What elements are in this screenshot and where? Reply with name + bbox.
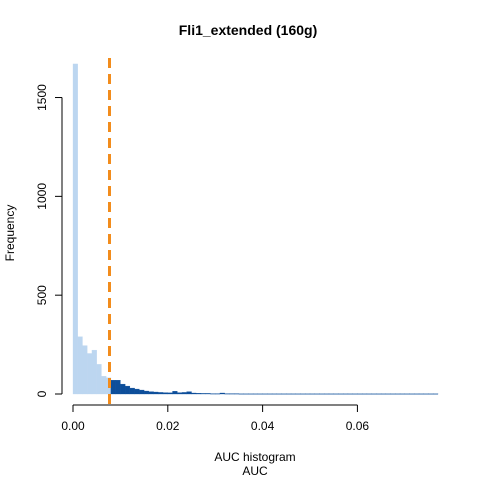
histogram-bar <box>219 392 225 395</box>
histogram-bar <box>252 393 259 395</box>
histogram-bar <box>234 393 240 395</box>
x-axis: 0.00 0.02 0.04 0.06 <box>61 404 370 433</box>
histogram-bar <box>148 391 154 395</box>
histogram-bar <box>167 392 173 395</box>
histogram-bar <box>110 380 116 395</box>
histogram-bar <box>177 392 183 395</box>
x-axis-sublabel: AUC histogram <box>214 450 295 464</box>
histogram-bar <box>357 393 363 395</box>
x-axis-label: AUC <box>242 464 268 478</box>
histogram-bar <box>267 393 273 395</box>
histogram-bar <box>352 393 358 395</box>
chart-title: Fli1_extended (160g) <box>179 22 318 38</box>
x-tick-label: 0.04 <box>251 419 275 433</box>
histogram-bar <box>371 393 377 395</box>
histogram-bar <box>276 393 282 395</box>
x-tick-label: 0.00 <box>61 419 85 433</box>
y-axis: 0 500 1000 1500 <box>35 84 63 397</box>
histogram-bar <box>399 393 405 395</box>
histogram-bar <box>286 393 292 395</box>
histogram-bar <box>158 392 164 395</box>
histogram-bar <box>290 393 296 395</box>
histogram-bar <box>319 393 325 395</box>
histogram-bar <box>385 393 391 395</box>
histogram-bar <box>423 393 429 395</box>
histogram-bar <box>324 393 330 395</box>
histogram-bar <box>210 393 216 395</box>
histogram-bar <box>91 349 97 395</box>
histogram-bar <box>376 393 382 395</box>
histogram-bar <box>433 393 439 395</box>
histogram-bar <box>380 393 387 395</box>
histogram-bar <box>82 345 88 395</box>
x-tick-label: 0.06 <box>346 419 370 433</box>
histogram-bar <box>101 376 107 395</box>
y-tick-label: 1000 <box>35 183 49 210</box>
histogram-bar <box>162 392 168 395</box>
histogram-bar <box>404 393 410 395</box>
histogram-bars <box>72 63 439 395</box>
histogram-bar <box>271 393 277 395</box>
y-tick-label: 0 <box>35 390 49 397</box>
histogram-bar <box>129 387 135 395</box>
histogram-bar <box>409 393 415 395</box>
histogram-bar <box>181 392 187 395</box>
histogram-bar <box>172 391 178 395</box>
histogram-bar <box>295 393 301 395</box>
histogram-bar <box>120 383 126 395</box>
y-tick-label: 500 <box>35 285 49 305</box>
histogram-bar <box>248 393 254 395</box>
histogram-bar <box>262 393 268 395</box>
histogram-bar <box>96 364 102 395</box>
histogram-bar <box>305 393 311 395</box>
histogram-bar <box>153 391 159 395</box>
y-tick-label: 1500 <box>35 84 49 111</box>
histogram-bar <box>134 388 140 395</box>
histogram-bar <box>314 393 320 395</box>
histogram-bar <box>191 392 197 395</box>
histogram-bar <box>362 393 368 395</box>
y-axis-label: Frequency <box>3 205 17 262</box>
histogram-bar <box>281 393 287 395</box>
histogram-bar <box>338 393 344 395</box>
histogram-bar <box>205 393 211 395</box>
histogram-bar <box>333 393 339 395</box>
histogram-bar <box>390 393 396 395</box>
histogram-bar <box>77 336 83 395</box>
histogram-bar <box>124 385 131 395</box>
histogram-bar <box>200 393 206 395</box>
histogram-bar <box>238 393 244 395</box>
histogram-bar <box>347 393 353 395</box>
histogram-bar <box>229 393 235 395</box>
histogram-bar <box>414 393 420 395</box>
histogram-bar <box>428 393 434 395</box>
histogram-bar <box>196 393 202 395</box>
histogram-bar <box>143 390 149 395</box>
histogram-bar <box>224 393 230 395</box>
histogram-bar <box>115 380 121 395</box>
histogram-bar <box>343 393 349 395</box>
histogram-bar <box>243 393 249 395</box>
histogram-bar <box>87 353 93 395</box>
histogram-bar <box>72 63 78 395</box>
histogram-bar <box>139 389 145 395</box>
histogram-bar <box>395 393 401 395</box>
histogram-bar <box>257 393 263 395</box>
histogram-bar <box>328 393 334 395</box>
histogram-bar <box>309 393 315 395</box>
histogram-bar <box>418 393 424 395</box>
histogram-bar <box>300 393 306 395</box>
histogram-bar <box>366 393 372 395</box>
histogram-bar <box>186 391 192 395</box>
histogram-bar <box>215 393 221 395</box>
x-tick-label: 0.02 <box>156 419 180 433</box>
